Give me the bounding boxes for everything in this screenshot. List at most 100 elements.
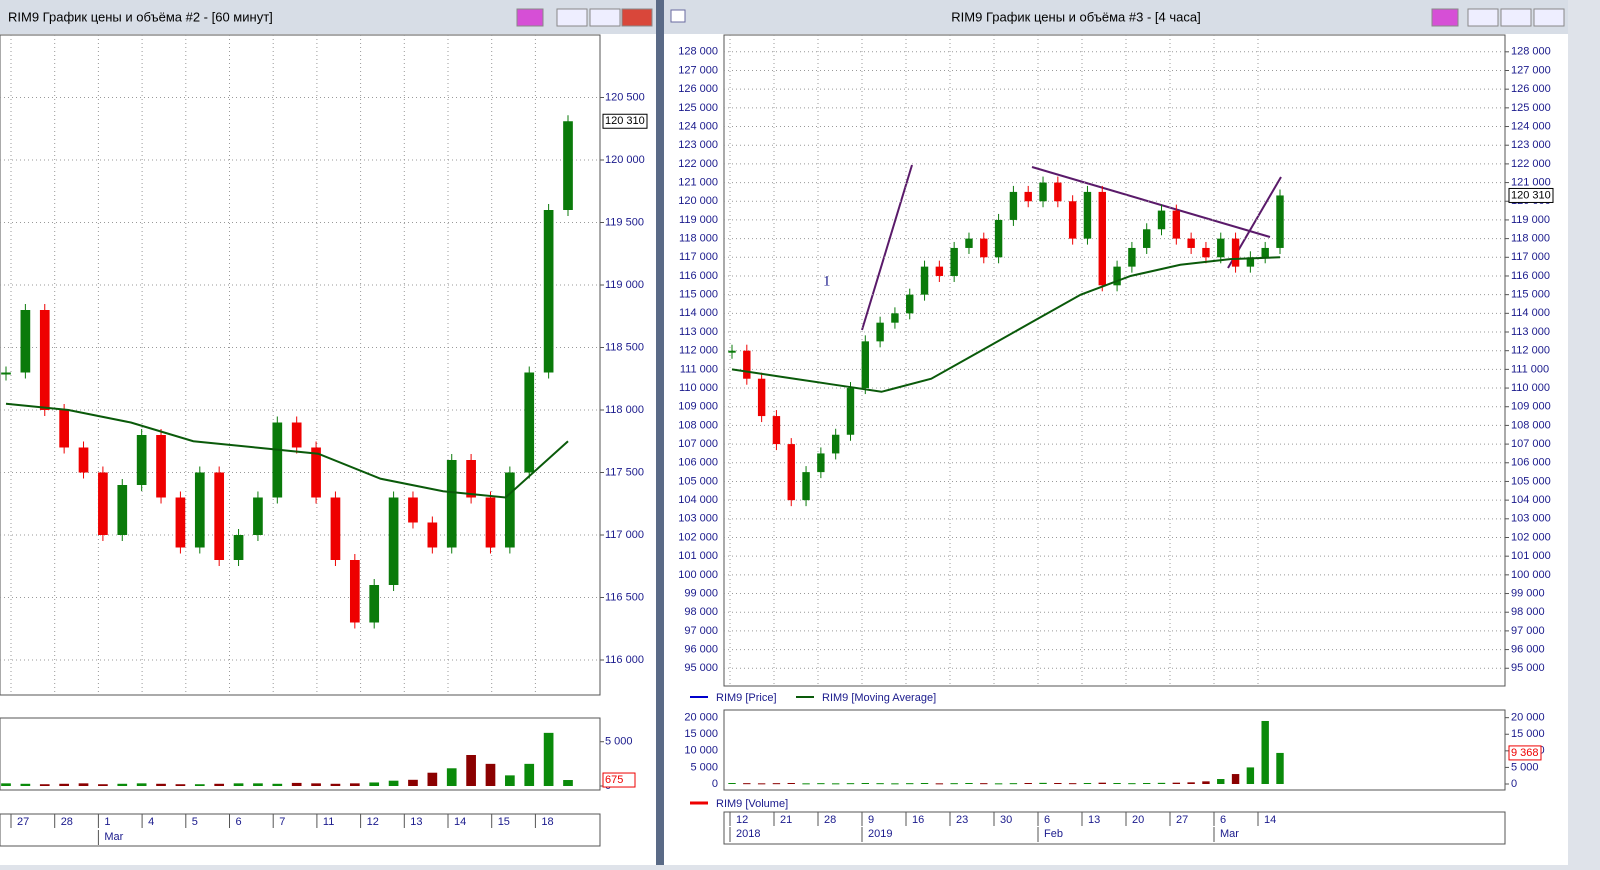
volume-bar [311, 783, 321, 786]
volume-bar [1187, 782, 1195, 784]
candle [861, 341, 869, 389]
moving-average [5, 402, 569, 499]
candle [906, 294, 914, 314]
candle [728, 350, 736, 353]
volume-bar [906, 783, 914, 785]
candle [802, 472, 810, 501]
y-tick-label: 117 000 [679, 251, 718, 263]
y-tick-label: 115 000 [1511, 289, 1550, 301]
volume-bar [272, 783, 283, 786]
candle [1172, 210, 1181, 239]
volume-bar [1143, 783, 1151, 785]
candle [831, 434, 840, 454]
moving-average [731, 256, 1281, 393]
candle [743, 350, 751, 379]
y-tick-label: 103 000 [678, 513, 718, 525]
y-tick-label: 127 000 [1511, 64, 1551, 76]
volume-bar [194, 784, 205, 786]
y-tick-label: 96 000 [1511, 643, 1545, 655]
y-tick-label: 105 000 [1511, 475, 1551, 487]
link-button[interactable] [1431, 8, 1459, 27]
y-tick-label: 118 000 [605, 404, 644, 416]
price-plot [0, 34, 601, 696]
volume-bar [388, 780, 399, 786]
last-volume-label: 9 368 [1511, 747, 1539, 759]
y-tick-label: 115 000 [679, 289, 718, 301]
volume-bar [330, 783, 341, 786]
last-price-box [1508, 187, 1554, 203]
volume-bar [1, 783, 11, 786]
candle [136, 435, 147, 485]
date-label: 16 [912, 814, 924, 826]
y-tick-label: 0 [1511, 778, 1517, 790]
y-tick-label: 99 000 [684, 587, 718, 599]
y-tick-label: 98 000 [1511, 606, 1545, 618]
candle [175, 497, 186, 548]
candle [1009, 191, 1018, 220]
date-label: 5 [192, 816, 198, 828]
y-tick-label: 104 000 [1511, 494, 1551, 506]
y-tick-label: 95 000 [1511, 662, 1545, 674]
last-price-label: 120 310 [1511, 189, 1551, 201]
volume-bar [543, 732, 554, 786]
volume-bar [1039, 782, 1047, 784]
candle [446, 460, 457, 548]
y-tick-label: 106 000 [1511, 457, 1551, 469]
volume-bar [1172, 782, 1181, 784]
y-tick-label: 119 000 [1511, 214, 1550, 226]
candle [233, 535, 244, 560]
candle [291, 422, 302, 448]
y-tick-label: 96 000 [684, 643, 718, 655]
y-tick-label: 128 000 [1511, 46, 1551, 58]
volume-bar [1098, 782, 1106, 784]
legend-label: RIM9 [Moving Average] [822, 692, 936, 704]
volume-bar [466, 755, 476, 786]
candle [950, 247, 958, 276]
y-tick-label: 120 000 [678, 195, 718, 207]
y-tick-label: 111 000 [680, 363, 718, 375]
y-tick-label: 112 000 [1511, 345, 1550, 357]
y-tick-label: 100 000 [678, 569, 718, 581]
y-tick-label: 108 000 [1511, 419, 1551, 431]
candle [891, 313, 899, 323]
volume-bar [446, 768, 457, 786]
link-button[interactable] [516, 8, 544, 27]
candle [466, 460, 476, 498]
volume-bar [39, 784, 50, 786]
date-label: Feb [1044, 828, 1063, 840]
minimize-button[interactable] [1467, 8, 1499, 27]
window-frame [0, 0, 656, 865]
volume-bar [743, 783, 751, 785]
y-tick-label: 102 000 [678, 531, 718, 543]
minimize-button[interactable] [556, 8, 588, 27]
candle [1068, 201, 1077, 239]
candle [1128, 247, 1136, 267]
candle [485, 497, 496, 548]
volume-bar [728, 783, 736, 785]
candle [1024, 191, 1032, 202]
y-tick-label: 20 000 [1511, 712, 1545, 724]
y-tick-label: 110 000 [679, 382, 718, 394]
close-button[interactable] [1533, 8, 1565, 27]
date-label: 14 [1264, 814, 1276, 826]
candle [20, 310, 31, 373]
maximize-button[interactable] [1500, 8, 1532, 27]
window-left: RIM9 График цены и объёма #2 - [60 минут… [0, 0, 664, 865]
candle [1113, 266, 1121, 286]
y-tick-label: 107 000 [678, 438, 718, 450]
volume-bar [787, 783, 795, 785]
close-button[interactable] [621, 8, 653, 27]
y-tick-label: 110 000 [1511, 382, 1550, 394]
volume-plot [0, 717, 601, 791]
y-tick-label: 119 000 [605, 279, 644, 291]
candle [156, 435, 166, 498]
y-tick-label: 126 000 [1511, 83, 1551, 95]
volume-bar [175, 784, 186, 786]
window-icon [670, 9, 686, 23]
volume-bar [1157, 782, 1166, 784]
candle [1276, 195, 1284, 248]
date-label: 6 [1044, 814, 1050, 826]
volume-bar [59, 783, 69, 786]
maximize-button[interactable] [589, 8, 621, 27]
